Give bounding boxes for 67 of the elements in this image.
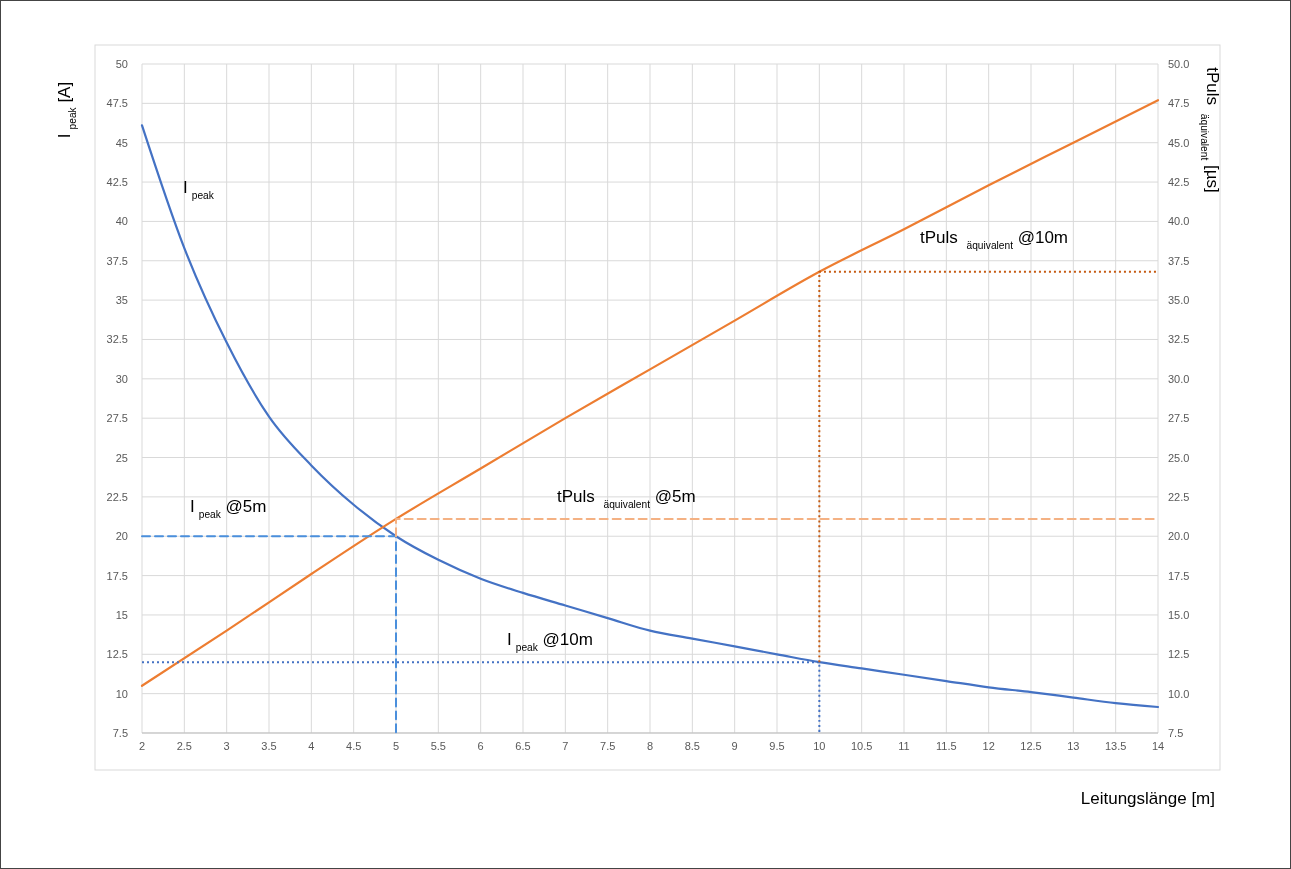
x-tick-label: 10 xyxy=(813,740,826,752)
y-tick-label: 50 xyxy=(115,58,128,70)
y-tick-label: 45 xyxy=(115,136,128,149)
y2-tick-label: 37.5 xyxy=(1168,254,1190,267)
x-tick-label: 11.5 xyxy=(936,740,957,752)
y2-tick-label: 47.5 xyxy=(1168,97,1190,110)
x-tick-label: 4 xyxy=(308,740,315,752)
y-tick-label: 12.5 xyxy=(106,648,128,661)
x-tick-label: 9.5 xyxy=(769,740,785,752)
y2-tick-label: 7.5 xyxy=(1168,727,1184,739)
y-tick-label: 42.5 xyxy=(106,176,128,189)
annotation: tPuls $_{äquivalent}$ @10m xyxy=(920,228,1069,251)
x-tick-label: 8.5 xyxy=(684,740,700,752)
x-tick-label: 6.5 xyxy=(515,740,531,752)
y2-tick-label: 22.5 xyxy=(1168,490,1190,503)
annotation: I$_{peak}$ @5m xyxy=(190,497,267,520)
x-tick-label: 11 xyxy=(898,740,910,752)
x-tick-label: 13.5 xyxy=(1104,740,1127,752)
y-tick-label: 32.5 xyxy=(106,333,128,346)
y-tick-label: 47.5 xyxy=(106,97,128,110)
y-tick-label: 35 xyxy=(115,294,128,307)
y-tick-label: 22.5 xyxy=(106,490,128,503)
x-tick-label: 5.5 xyxy=(430,740,446,752)
y2-tick-label: 20.0 xyxy=(1168,530,1190,543)
y-tick-label: 15 xyxy=(115,608,128,621)
x-tick-label: 8 xyxy=(646,740,654,752)
y-tick-label: 20 xyxy=(115,530,128,543)
annotation: I$_{peak}$ xyxy=(183,178,215,201)
x-tick-label: 4.5 xyxy=(346,740,362,752)
y2-tick-label: 40.0 xyxy=(1168,215,1190,228)
y-tick-label: 7.5 xyxy=(112,727,128,739)
y2-tick-label: 10.0 xyxy=(1168,687,1190,700)
x-tick-label: 3.5 xyxy=(261,740,277,752)
y2-tick-label: 27.5 xyxy=(1168,412,1190,425)
x-axis-title: Leitungslänge [m] xyxy=(1080,789,1215,808)
y2-tick-label: 25.0 xyxy=(1168,451,1190,464)
y-tick-label: 27.5 xyxy=(106,412,128,425)
x-tick-label: 2 xyxy=(138,740,146,752)
x-tick-label: 12.5 xyxy=(1020,740,1042,752)
x-tick-label: 14 xyxy=(1151,740,1165,752)
x-tick-label: 10.5 xyxy=(850,740,873,752)
x-tick-label: 12 xyxy=(982,740,995,752)
x-tick-label: 7 xyxy=(562,740,569,752)
x-tick-label: 7.5 xyxy=(600,740,616,752)
x-tick-label: 5 xyxy=(392,740,400,752)
y2-tick-label: 30.0 xyxy=(1168,372,1190,385)
y2-tick-label: 32.5 xyxy=(1168,333,1190,346)
annotation: tPuls $_{äquivalent}$ @5m xyxy=(557,487,696,510)
y2-tick-label: 42.5 xyxy=(1168,176,1190,189)
y-tick-label: 37.5 xyxy=(106,254,128,267)
y-tick-label: 17.5 xyxy=(106,569,128,582)
x-tick-label: 9 xyxy=(731,740,738,752)
y2-tick-label: 15.0 xyxy=(1168,608,1190,621)
y-tick-label: 10 xyxy=(115,687,128,700)
y2-tick-label: 35.0 xyxy=(1168,294,1190,307)
y-tick-label: 40 xyxy=(115,215,128,228)
y2-tick-label: 17.5 xyxy=(1168,569,1190,582)
x-tick-label: 13 xyxy=(1067,740,1080,752)
y2-tick-label: 12.5 xyxy=(1168,648,1190,661)
y2-tick-label: 50.0 xyxy=(1168,58,1190,70)
x-tick-label: 6 xyxy=(477,740,484,752)
y-tick-label: 30 xyxy=(115,372,128,385)
annotation: I$_{peak}$ @10m xyxy=(507,630,593,653)
x-tick-label: 2.5 xyxy=(176,740,192,752)
x-tick-label: 3 xyxy=(223,740,230,752)
y-tick-label: 25 xyxy=(115,451,128,464)
y2-tick-label: 45.0 xyxy=(1168,136,1190,149)
